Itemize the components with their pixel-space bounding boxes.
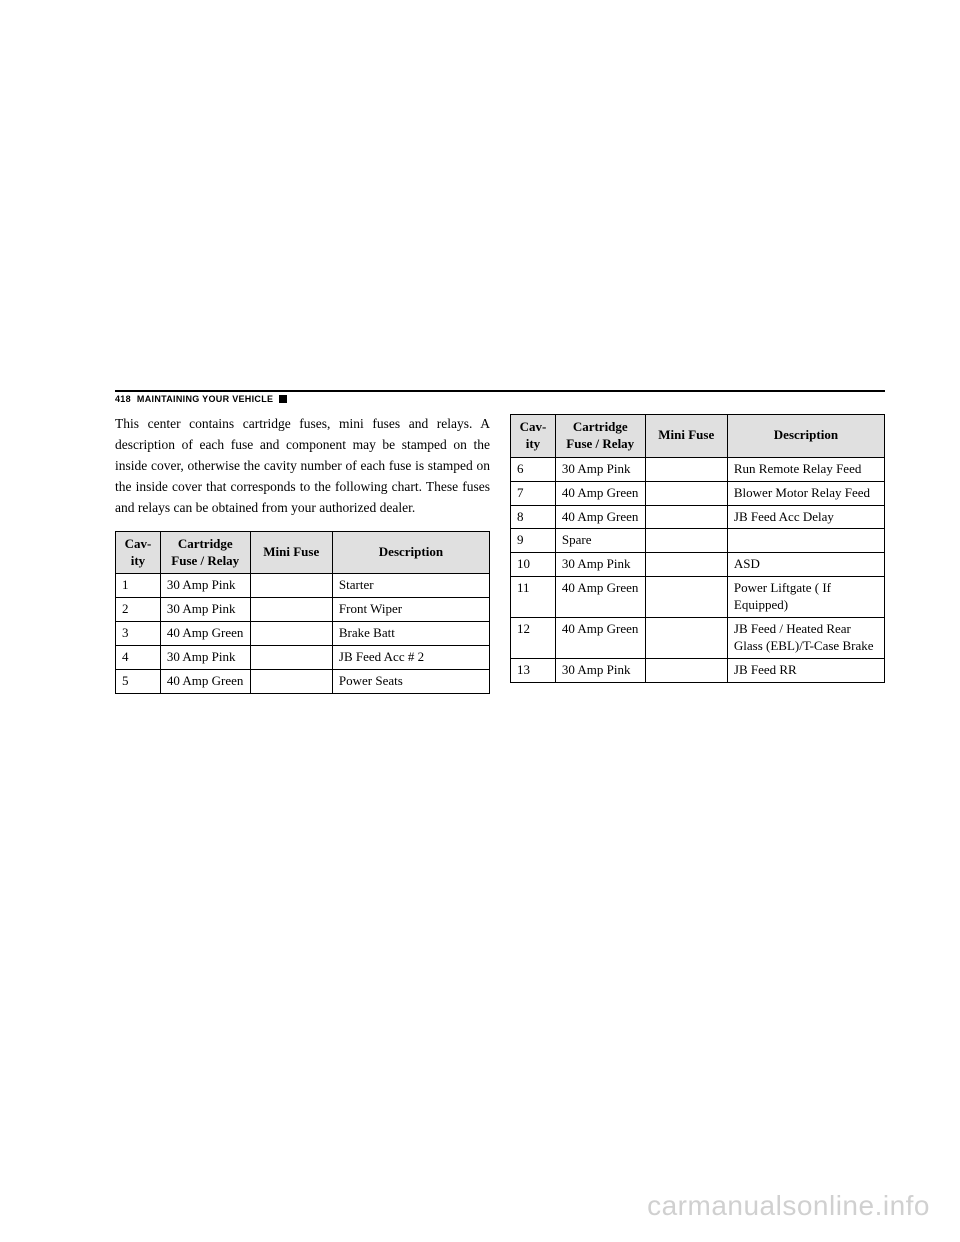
cell-cartridge: 30 Amp Pink <box>555 553 645 577</box>
cell-desc: Power Seats <box>332 669 489 693</box>
col-header-cavity: Cav-ity <box>511 415 556 458</box>
cell-mini <box>250 574 332 598</box>
table-row: 11 40 Amp Green Power Liftgate ( If Equi… <box>511 577 885 618</box>
fuse-table-1: Cav-ity Cartridge Fuse / Relay Mini Fuse… <box>115 531 490 694</box>
cell-cavity: 2 <box>116 598 161 622</box>
page-content: 418 MAINTAINING YOUR VEHICLE This center… <box>115 390 885 694</box>
header-rule <box>115 390 885 392</box>
cell-mini <box>250 669 332 693</box>
left-column: This center contains cartridge fuses, mi… <box>115 414 490 694</box>
cell-cavity: 7 <box>511 481 556 505</box>
watermark: carmanualsonline.info <box>647 1190 930 1222</box>
cell-mini <box>250 598 332 622</box>
table-row: 1 30 Amp Pink Starter <box>116 574 490 598</box>
table-2-body: 6 30 Amp Pink Run Remote Relay Feed 7 40… <box>511 457 885 682</box>
table-row: 4 30 Amp Pink JB Feed Acc # 2 <box>116 646 490 670</box>
cell-cartridge: 40 Amp Green <box>160 622 250 646</box>
cell-cavity: 8 <box>511 505 556 529</box>
cell-cartridge: 40 Amp Green <box>555 577 645 618</box>
cell-cavity: 11 <box>511 577 556 618</box>
cell-mini <box>645 577 727 618</box>
cell-mini <box>645 481 727 505</box>
cell-cavity: 4 <box>116 646 161 670</box>
cell-desc <box>727 529 884 553</box>
cell-desc: JB Feed RR <box>727 658 884 682</box>
table-row: 2 30 Amp Pink Front Wiper <box>116 598 490 622</box>
cell-cavity: 5 <box>116 669 161 693</box>
cell-cavity: 10 <box>511 553 556 577</box>
col-header-cartridge: Cartridge Fuse / Relay <box>160 531 250 574</box>
table-row: 6 30 Amp Pink Run Remote Relay Feed <box>511 457 885 481</box>
cell-cartridge: 40 Amp Green <box>555 505 645 529</box>
table-1-body: 1 30 Amp Pink Starter 2 30 Amp Pink Fron… <box>116 574 490 693</box>
table-header-row: Cav-ity Cartridge Fuse / Relay Mini Fuse… <box>511 415 885 458</box>
col-header-cavity: Cav-ity <box>116 531 161 574</box>
section-title: MAINTAINING YOUR VEHICLE <box>137 394 273 404</box>
cell-desc: JB Feed Acc # 2 <box>332 646 489 670</box>
cell-mini <box>645 553 727 577</box>
cell-desc: Blower Motor Relay Feed <box>727 481 884 505</box>
cell-desc: Front Wiper <box>332 598 489 622</box>
cell-cartridge: 30 Amp Pink <box>555 658 645 682</box>
col-header-mini: Mini Fuse <box>645 415 727 458</box>
cell-desc: Brake Batt <box>332 622 489 646</box>
cell-mini <box>250 622 332 646</box>
table-row: 13 30 Amp Pink JB Feed RR <box>511 658 885 682</box>
table-row: 3 40 Amp Green Brake Batt <box>116 622 490 646</box>
cell-cavity: 1 <box>116 574 161 598</box>
cell-cartridge: Spare <box>555 529 645 553</box>
cell-cavity: 6 <box>511 457 556 481</box>
col-header-cartridge: Cartridge Fuse / Relay <box>555 415 645 458</box>
table-header-row: Cav-ity Cartridge Fuse / Relay Mini Fuse… <box>116 531 490 574</box>
intro-paragraph: This center contains cartridge fuses, mi… <box>115 414 490 519</box>
cell-mini <box>645 505 727 529</box>
table-row: 9 Spare <box>511 529 885 553</box>
table-row: 12 40 Amp Green JB Feed / Heated Rear Gl… <box>511 618 885 659</box>
cell-cartridge: 40 Amp Green <box>555 618 645 659</box>
col-header-description: Description <box>332 531 489 574</box>
cell-mini <box>250 646 332 670</box>
col-header-description: Description <box>727 415 884 458</box>
fuse-table-2: Cav-ity Cartridge Fuse / Relay Mini Fuse… <box>510 414 885 683</box>
cell-cartridge: 40 Amp Green <box>555 481 645 505</box>
cell-desc: Run Remote Relay Feed <box>727 457 884 481</box>
cell-desc: ASD <box>727 553 884 577</box>
table-row: 8 40 Amp Green JB Feed Acc Delay <box>511 505 885 529</box>
table-row: 7 40 Amp Green Blower Motor Relay Feed <box>511 481 885 505</box>
cell-mini <box>645 457 727 481</box>
cell-mini <box>645 658 727 682</box>
table-row: 10 30 Amp Pink ASD <box>511 553 885 577</box>
cell-cavity: 9 <box>511 529 556 553</box>
cell-cavity: 12 <box>511 618 556 659</box>
col-header-mini: Mini Fuse <box>250 531 332 574</box>
cell-cartridge: 30 Amp Pink <box>160 646 250 670</box>
cell-cartridge: 40 Amp Green <box>160 669 250 693</box>
cell-mini <box>645 529 727 553</box>
cell-cartridge: 30 Amp Pink <box>555 457 645 481</box>
table-row: 5 40 Amp Green Power Seats <box>116 669 490 693</box>
cell-cartridge: 30 Amp Pink <box>160 598 250 622</box>
cell-cavity: 3 <box>116 622 161 646</box>
page-header: 418 MAINTAINING YOUR VEHICLE <box>115 394 885 404</box>
cell-desc: JB Feed Acc Delay <box>727 505 884 529</box>
cell-mini <box>645 618 727 659</box>
cell-cartridge: 30 Amp Pink <box>160 574 250 598</box>
cell-desc: JB Feed / Heated Rear Glass (EBL)/T-Case… <box>727 618 884 659</box>
cell-desc: Starter <box>332 574 489 598</box>
cell-desc: Power Liftgate ( If Equipped) <box>727 577 884 618</box>
page-number: 418 <box>115 394 131 404</box>
cell-cavity: 13 <box>511 658 556 682</box>
right-column: Cav-ity Cartridge Fuse / Relay Mini Fuse… <box>510 414 885 694</box>
header-divider-icon <box>279 395 287 403</box>
two-column-layout: This center contains cartridge fuses, mi… <box>115 414 885 694</box>
